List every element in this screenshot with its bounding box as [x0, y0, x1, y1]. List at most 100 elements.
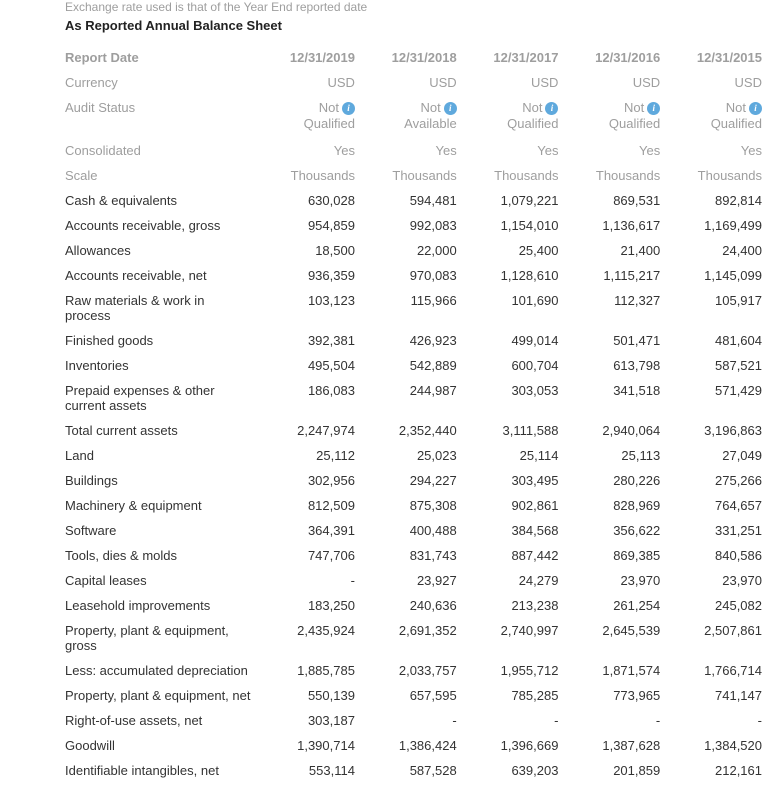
meta-cell: Yes [463, 138, 565, 163]
data-cell: - [666, 708, 768, 733]
meta-row-label: Consolidated [10, 138, 259, 163]
data-cell: 773,965 [564, 683, 666, 708]
table-row: Accounts receivable, gross954,859992,083… [10, 213, 768, 238]
data-cell: 22,000 [361, 238, 463, 263]
report-title: As Reported Annual Balance Sheet [10, 18, 768, 45]
row-label: Property, plant & equipment, net [10, 683, 259, 708]
meta-cell: USD [361, 70, 463, 95]
data-cell: - [463, 708, 565, 733]
row-label: Goodwill [10, 733, 259, 758]
data-cell: 24,400 [666, 238, 768, 263]
data-cell: 1,079,221 [463, 188, 565, 213]
data-cell: 869,531 [564, 188, 666, 213]
meta-row: ConsolidatedYesYesYesYesYes [10, 138, 768, 163]
meta-cell: NotiQualified [463, 95, 565, 138]
table-row: Accounts receivable, net936,359970,0831,… [10, 263, 768, 288]
data-cell: 261,254 [564, 593, 666, 618]
data-cell: 869,385 [564, 543, 666, 568]
table-row: Less: accumulated depreciation1,885,7852… [10, 658, 768, 683]
data-cell: 103,123 [259, 288, 361, 328]
data-cell: 244,987 [361, 378, 463, 418]
row-label: Capital leases [10, 568, 259, 593]
info-icon[interactable]: i [342, 102, 355, 115]
meta-row: CurrencyUSDUSDUSDUSDUSD [10, 70, 768, 95]
data-cell: 553,114 [259, 758, 361, 783]
table-row: Tools, dies & molds747,706831,743887,442… [10, 543, 768, 568]
table-row: Capital leases-23,92724,27923,97023,970 [10, 568, 768, 593]
data-cell: 115,966 [361, 288, 463, 328]
meta-row-label: Currency [10, 70, 259, 95]
data-cell: 3,196,863 [666, 418, 768, 443]
meta-cell-bottom: Available [367, 116, 457, 132]
table-row: Right-of-use assets, net303,187---- [10, 708, 768, 733]
table-row: Software364,391400,488384,568356,622331,… [10, 518, 768, 543]
info-icon[interactable]: i [749, 102, 762, 115]
data-cell: 112,327 [564, 288, 666, 328]
data-cell: 25,400 [463, 238, 565, 263]
data-cell: 892,814 [666, 188, 768, 213]
meta-row: Audit StatusNotiQualifiedNotiAvailableNo… [10, 95, 768, 138]
table-row: Allowances18,50022,00025,40021,40024,400 [10, 238, 768, 263]
data-cell: 2,740,997 [463, 618, 565, 658]
row-label: Tools, dies & molds [10, 543, 259, 568]
data-cell: 24,279 [463, 568, 565, 593]
data-cell: 1,390,714 [259, 733, 361, 758]
data-cell: 101,690 [463, 288, 565, 328]
data-cell: 303,053 [463, 378, 565, 418]
data-cell: 499,014 [463, 328, 565, 353]
data-cell: 212,161 [666, 758, 768, 783]
data-cell: 1,955,712 [463, 658, 565, 683]
data-cell: 1,885,785 [259, 658, 361, 683]
meta-cell: Thousands [463, 163, 565, 188]
data-cell: 240,636 [361, 593, 463, 618]
row-label: Accounts receivable, gross [10, 213, 259, 238]
data-cell: 1,396,669 [463, 733, 565, 758]
data-cell: 331,251 [666, 518, 768, 543]
data-cell: 1,169,499 [666, 213, 768, 238]
meta-cell-bottom: Qualified [469, 116, 559, 132]
data-cell: - [259, 568, 361, 593]
data-cell: 341,518 [564, 378, 666, 418]
data-cell: 183,250 [259, 593, 361, 618]
table-row: Identifiable intangibles, net553,114587,… [10, 758, 768, 783]
data-cell: 303,495 [463, 468, 565, 493]
balance-sheet-container: Exchange rate used is that of the Year E… [0, 0, 778, 803]
row-label: Total current assets [10, 418, 259, 443]
info-icon[interactable]: i [545, 102, 558, 115]
data-cell: 186,083 [259, 378, 361, 418]
data-cell: 356,622 [564, 518, 666, 543]
data-cell: 2,247,974 [259, 418, 361, 443]
data-cell: 501,471 [564, 328, 666, 353]
meta-cell: Yes [564, 138, 666, 163]
meta-cell: NotiQualified [666, 95, 768, 138]
table-row: Total current assets2,247,9742,352,4403,… [10, 418, 768, 443]
data-cell: 481,604 [666, 328, 768, 353]
data-cell: 741,147 [666, 683, 768, 708]
meta-row-label: Audit Status [10, 95, 259, 138]
row-label: Cash & equivalents [10, 188, 259, 213]
data-cell: 600,704 [463, 353, 565, 378]
data-cell: 25,023 [361, 443, 463, 468]
data-cell: 936,359 [259, 263, 361, 288]
meta-cell: Thousands [259, 163, 361, 188]
info-icon[interactable]: i [647, 102, 660, 115]
data-cell: 23,970 [564, 568, 666, 593]
data-cell: 587,528 [361, 758, 463, 783]
data-cell: 302,956 [259, 468, 361, 493]
meta-row: Report Date12/31/201912/31/201812/31/201… [10, 45, 768, 70]
table-row: Prepaid expenses & other current assets1… [10, 378, 768, 418]
data-cell: 840,586 [666, 543, 768, 568]
info-icon[interactable]: i [444, 102, 457, 115]
meta-cell: USD [666, 70, 768, 95]
row-label: Leasehold improvements [10, 593, 259, 618]
table-row: Goodwill1,390,7141,386,4241,396,6691,387… [10, 733, 768, 758]
meta-cell-bottom: Qualified [672, 116, 762, 132]
data-cell: 245,082 [666, 593, 768, 618]
row-label: Software [10, 518, 259, 543]
data-cell: 18,500 [259, 238, 361, 263]
row-label: Finished goods [10, 328, 259, 353]
meta-cell: Yes [666, 138, 768, 163]
meta-row: ScaleThousandsThousandsThousandsThousand… [10, 163, 768, 188]
table-row: Leasehold improvements183,250240,636213,… [10, 593, 768, 618]
meta-cell-top: Not [420, 100, 440, 115]
